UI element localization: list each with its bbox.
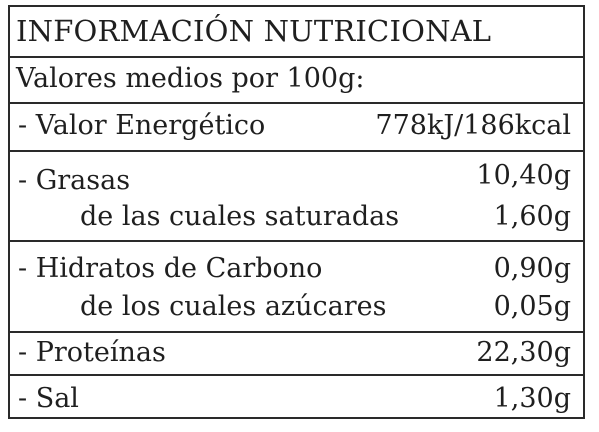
table-border	[8, 5, 585, 419]
row-value-salt: 1,30g	[493, 383, 571, 414]
divider-subtitle	[8, 102, 585, 104]
divider-proteins	[8, 374, 585, 376]
row-label-sugars: de los cuales azúcares	[80, 291, 387, 322]
row-value-carbs: 0,90g	[493, 253, 571, 284]
row-label-salt: - Sal	[18, 383, 79, 414]
row-value-saturated: 1,60g	[493, 201, 571, 232]
row-label-fats: - Grasas	[18, 165, 131, 196]
row-value-sugars: 0,05g	[493, 291, 571, 322]
row-label-carbs: - Hidratos de Carbono	[18, 253, 323, 284]
table-subtitle: Valores medios por 100g:	[16, 63, 365, 94]
divider-carbs	[8, 331, 585, 333]
table-title: INFORMACIÓN NUTRICIONAL	[16, 14, 492, 48]
row-label-saturated: de las cuales saturadas	[80, 201, 400, 232]
row-value-energy: 778kJ/186kcal	[375, 110, 571, 141]
row-label-proteins: - Proteínas	[18, 337, 166, 368]
row-label-energy: - Valor Energético	[18, 110, 266, 141]
row-value-proteins: 22,30g	[476, 337, 571, 368]
divider-energy	[8, 150, 585, 152]
divider-title	[8, 56, 585, 58]
row-value-fats: 10,40g	[476, 160, 571, 191]
divider-fats	[8, 240, 585, 242]
